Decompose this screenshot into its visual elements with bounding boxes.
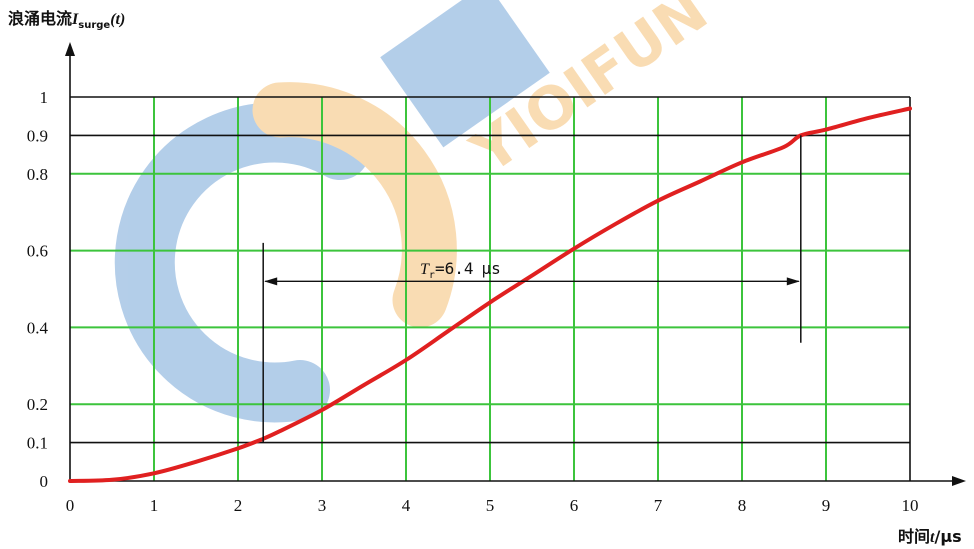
y-tick-label-1: 1 — [40, 88, 49, 107]
x-axis-label: 时间t/μs — [898, 527, 962, 546]
x-tick-label-3: 3 — [318, 496, 327, 515]
series-line-0 — [68, 106, 912, 483]
x-tick-label-4: 4 — [402, 496, 411, 515]
y-tick-label-0.8: 0.8 — [27, 165, 48, 184]
rise-time-annotation — [262, 135, 802, 443]
rise-time-label: Tr=6.4 μs — [420, 259, 501, 281]
x-tick-label-2: 2 — [234, 496, 243, 515]
x-tick-label-10: 10 — [902, 496, 919, 515]
x-tick-label-1: 1 — [150, 496, 159, 515]
y-tick-label-0.6: 0.6 — [27, 242, 48, 261]
rise-time-symbol: T — [420, 261, 430, 278]
x-tick-label-7: 7 — [654, 496, 663, 515]
rise-time-subscript: r — [429, 270, 435, 281]
x-axis-arrow — [952, 476, 966, 486]
series-layer — [68, 106, 912, 483]
x-tick-label-6: 6 — [570, 496, 579, 515]
y-axis-label-symbol: I — [71, 11, 79, 28]
rise-time-right-arrow — [786, 277, 800, 286]
x-tick-label-0: 0 — [66, 496, 75, 515]
watermark-blue-block — [380, 0, 550, 148]
x-axis-label-prefix: 时间 — [898, 527, 930, 546]
x-tick-label-9: 9 — [822, 496, 831, 515]
y-axis-arrow — [65, 42, 75, 56]
x-axis-label-symbol: t — [930, 529, 935, 546]
y-axis-label-subscript: surge — [78, 20, 110, 31]
axes — [65, 42, 966, 486]
y-tick-label-0: 0 — [40, 472, 49, 491]
watermark-logo: YIOIFUN — [114, 0, 719, 423]
rise-time-value: =6.4 — [435, 259, 474, 278]
x-tick-label-8: 8 — [738, 496, 747, 515]
y-tick-label-0.9: 0.9 — [27, 126, 48, 145]
grid — [70, 96, 911, 481]
watermark-blue-arc — [114, 102, 370, 423]
tick-labels: 0 1 2 3 4 5 6 7 8 9 10 0 0.1 0.2 0.4 0.6 0.8 0.9 1 — [27, 88, 919, 515]
y-tick-label-0.1: 0.1 — [27, 434, 48, 453]
x-axis-label-unit: /μs — [934, 527, 961, 546]
y-tick-label-0.2: 0.2 — [27, 395, 48, 414]
rise-time-unit: μs — [481, 259, 500, 278]
rise-time-left-arrow — [264, 277, 278, 286]
y-axis-label-argument: (t) — [110, 11, 125, 28]
x-tick-label-5: 5 — [486, 496, 495, 515]
watermark-orange-arc — [252, 82, 457, 328]
y-axis-label: 浪涌电流Isurge(t) — [8, 9, 125, 31]
y-axis-label-prefix: 浪涌电流 — [8, 9, 72, 28]
y-tick-label-0.4: 0.4 — [27, 318, 49, 337]
